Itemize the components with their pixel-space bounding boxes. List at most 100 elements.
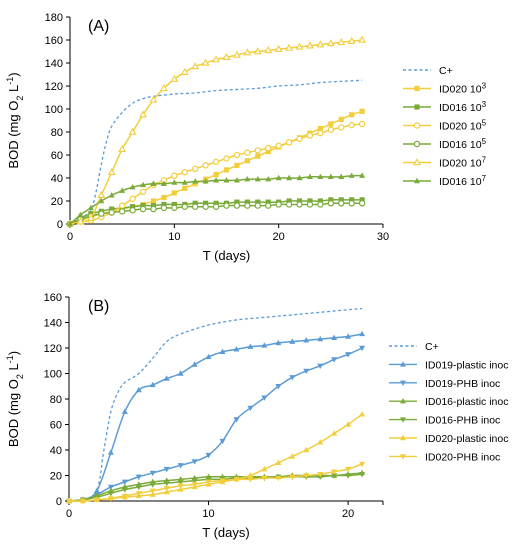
data-point bbox=[181, 179, 188, 185]
data-point bbox=[247, 477, 254, 483]
data-point bbox=[274, 44, 283, 52]
y-tick-label: 20 bbox=[50, 471, 62, 483]
data-point bbox=[233, 346, 240, 352]
data-point bbox=[345, 352, 352, 358]
data-point bbox=[359, 197, 365, 203]
y-tick-label: 100 bbox=[44, 369, 62, 381]
series-line bbox=[68, 347, 363, 502]
data-point bbox=[233, 177, 240, 183]
data-point bbox=[326, 39, 335, 47]
data-point bbox=[331, 469, 338, 475]
data-point bbox=[191, 478, 198, 484]
data-point bbox=[93, 487, 100, 493]
data-point bbox=[247, 343, 254, 349]
chart-panel-b: 0 20 40 60 80 100 120 140 160 0 10 20 T (days) BOD (m… bbox=[5, 292, 508, 540]
data-point bbox=[317, 129, 324, 137]
data-point bbox=[317, 439, 324, 445]
data-point bbox=[264, 46, 273, 54]
y-tick-label: 120 bbox=[45, 81, 63, 93]
data-point bbox=[328, 121, 334, 127]
data-point bbox=[338, 173, 345, 180]
data-point bbox=[338, 197, 344, 203]
data-point bbox=[121, 487, 128, 493]
data-point bbox=[347, 36, 356, 44]
data-point bbox=[177, 463, 184, 469]
legend-swatch-marker bbox=[400, 434, 406, 441]
legend-swatch-marker bbox=[400, 398, 406, 404]
data-point bbox=[135, 484, 142, 491]
data-point bbox=[149, 470, 156, 477]
data-point bbox=[129, 195, 136, 202]
data-point bbox=[118, 144, 127, 152]
data-point bbox=[349, 197, 355, 203]
data-point bbox=[234, 199, 240, 205]
y-tick-label: 140 bbox=[45, 58, 63, 70]
data-point bbox=[192, 200, 198, 206]
data-point bbox=[219, 438, 226, 445]
data-point bbox=[128, 127, 137, 135]
data-point bbox=[261, 342, 268, 348]
data-point bbox=[261, 465, 268, 472]
data-point bbox=[244, 175, 251, 182]
data-point bbox=[170, 74, 179, 82]
data-point bbox=[163, 488, 170, 495]
data-point bbox=[317, 363, 324, 370]
x-tick-label: 0 bbox=[66, 508, 72, 520]
data-point bbox=[303, 473, 310, 479]
data-point bbox=[160, 204, 168, 212]
x-axis-label: T (days) bbox=[202, 525, 249, 540]
x-tick-label: 0 bbox=[67, 231, 73, 243]
x-tick-label: 20 bbox=[273, 231, 285, 243]
data-point bbox=[338, 200, 345, 207]
data-point bbox=[177, 483, 184, 489]
panel-label: (A) bbox=[88, 18, 109, 35]
data-point bbox=[202, 178, 209, 184]
data-point bbox=[348, 121, 355, 129]
x-tick-label: 20 bbox=[342, 508, 354, 520]
data-point bbox=[139, 205, 147, 213]
y-tick-label: 80 bbox=[50, 394, 62, 406]
data-point bbox=[163, 375, 170, 381]
data-point bbox=[275, 201, 282, 208]
data-point bbox=[107, 167, 116, 175]
data-point bbox=[177, 486, 184, 492]
data-point bbox=[331, 473, 338, 479]
data-point bbox=[275, 174, 282, 181]
data-point bbox=[203, 200, 209, 206]
data-point bbox=[150, 203, 157, 209]
panel-label: (B) bbox=[88, 298, 109, 315]
data-point bbox=[121, 479, 128, 486]
legend-swatch-marker bbox=[413, 140, 421, 148]
y-tick-label: 100 bbox=[45, 104, 63, 116]
data-point bbox=[254, 147, 261, 154]
data-point bbox=[261, 395, 268, 401]
data-point bbox=[202, 162, 209, 169]
data-point bbox=[161, 194, 167, 201]
data-point bbox=[150, 198, 157, 204]
data-point bbox=[289, 474, 296, 480]
data-point bbox=[303, 446, 310, 453]
data-point bbox=[348, 172, 355, 178]
data-point bbox=[121, 408, 128, 414]
data-point bbox=[223, 155, 230, 162]
legend-entry: ID020 103 bbox=[403, 81, 487, 96]
x-tick-label: 30 bbox=[377, 231, 389, 243]
data-point bbox=[317, 173, 324, 180]
data-point bbox=[109, 206, 115, 212]
data-point bbox=[331, 334, 338, 340]
legend-label: ID020-PHB inoc bbox=[425, 451, 500, 463]
data-point bbox=[358, 200, 366, 207]
data-point bbox=[244, 199, 250, 205]
data-point bbox=[359, 345, 366, 352]
y-tick-label: 40 bbox=[50, 445, 62, 457]
data-point bbox=[349, 112, 355, 118]
chart-panel-a: 0 20 40 60 80 100 120 140 160 180 0 10 20 30 T (days) B… bbox=[5, 12, 487, 263]
data-point bbox=[265, 175, 272, 182]
legend-label: ID020-plastic inoc bbox=[425, 433, 508, 445]
legend-entry: ID020 107 bbox=[403, 155, 487, 170]
data-point bbox=[79, 498, 86, 505]
legend-swatch-marker bbox=[414, 104, 420, 110]
data-point bbox=[338, 116, 344, 122]
data-point bbox=[327, 173, 334, 180]
data-point bbox=[244, 158, 250, 164]
